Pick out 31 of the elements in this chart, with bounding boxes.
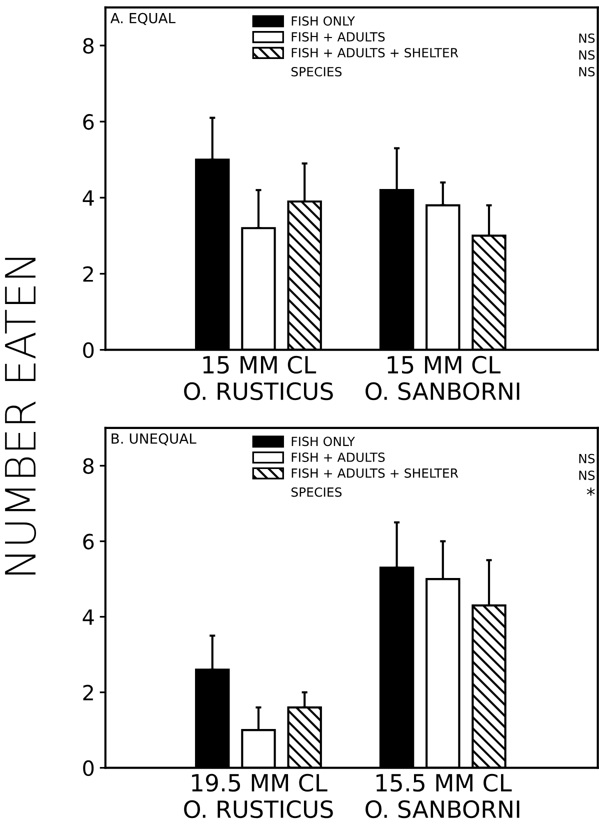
- x-tick-label: 19.5 MM CL O. RUSTICUS: [184, 774, 333, 818]
- annotation: SPECIES: [291, 66, 342, 76]
- legend-label: FISH + ADULTS + SHELTER: [292, 468, 458, 478]
- y-tick-label: 6: [83, 114, 94, 130]
- annotation: NS: [579, 33, 595, 43]
- y-axis-title: NUMBER EATEN: [5, 258, 36, 574]
- y-tick-label: 8: [83, 458, 94, 474]
- legend-label: FISH + ADULTS: [292, 452, 385, 462]
- annotation: NS: [579, 66, 595, 76]
- y-tick-label: 2: [83, 266, 93, 282]
- legend-label: FISH + ADULTS: [292, 32, 385, 42]
- y-tick-label: 0: [83, 342, 94, 358]
- chart-title: A. EQUAL: [110, 12, 176, 25]
- legend-label: FISH + ADULTS + SHELTER: [292, 48, 458, 58]
- legend-label: FISH ONLY: [292, 16, 355, 26]
- annotation: NS: [579, 50, 595, 60]
- annotation: *: [586, 488, 595, 496]
- annotation: NS: [579, 470, 595, 480]
- annotation: NS: [579, 454, 595, 464]
- y-tick-label: 4: [82, 610, 94, 625]
- y-tick-label: 0: [83, 760, 94, 776]
- x-tick-label: 15.5 MM CL O. SANBORNI: [366, 774, 520, 818]
- y-tick-label: 2: [83, 684, 93, 700]
- x-tick-label: 15 MM CL O. SANBORNI: [366, 356, 520, 400]
- x-tick-label: 15 MM CL O. RUSTICUS: [184, 356, 333, 400]
- y-tick-label: 6: [83, 534, 94, 550]
- legend-label: FISH ONLY: [292, 436, 355, 446]
- annotation: SPECIES: [291, 487, 342, 497]
- y-tick-label: 4: [82, 190, 94, 206]
- y-tick-label: 8: [83, 38, 94, 54]
- chart-title: B. UNEQUAL: [112, 433, 196, 446]
